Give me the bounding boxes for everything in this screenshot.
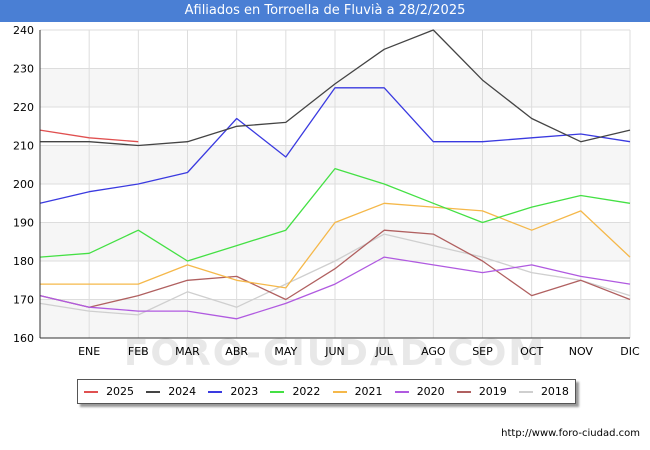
- legend-label: 2025: [106, 385, 135, 398]
- y-tick-label: 180: [13, 255, 34, 268]
- legend-label: 2021: [354, 385, 383, 398]
- legend-swatch: [84, 390, 99, 393]
- legend-label: 2018: [540, 385, 569, 398]
- x-tick-label: AGO: [421, 345, 446, 358]
- legend-swatch: [456, 390, 471, 393]
- legend-label: 2020: [416, 385, 445, 398]
- y-tick-label: 190: [13, 217, 34, 230]
- x-tick-label: ABR: [225, 345, 248, 358]
- x-tick-label: MAR: [175, 345, 200, 358]
- series-line-2022: [39, 167, 631, 262]
- legend-swatch: [332, 390, 347, 393]
- legend-item-2021: 2021: [332, 385, 383, 398]
- series-line-2020: [39, 256, 631, 320]
- y-tick-label: 170: [13, 294, 34, 307]
- legend-item-2025: 2025: [84, 385, 134, 398]
- series-line-2025: [39, 129, 139, 143]
- x-tick-label: ENE: [78, 345, 100, 358]
- legend: 2025 2024 2023 2022 2021 2020 2019 2018: [77, 379, 576, 404]
- x-tick-label: OCT: [520, 345, 543, 358]
- legend-label: 2024: [168, 385, 197, 398]
- legend-item-2023: 2023: [208, 385, 258, 398]
- source-url[interactable]: http://www.foro-ciudad.com: [501, 428, 640, 439]
- x-tick-label: DIC: [620, 345, 640, 358]
- legend-item-2020: 2020: [394, 385, 445, 398]
- x-tick-label: NOV: [569, 345, 594, 358]
- series-lines: [39, 29, 631, 320]
- legend-label: 2023: [230, 385, 259, 398]
- x-tick-label: SEP: [472, 345, 493, 358]
- x-tick-labels: ENE FEB MAR ABR MAY JUN JUL AGO SEP OCT NOV DIC: [78, 345, 640, 358]
- series-line-2019: [39, 229, 631, 308]
- series-line-2018: [39, 233, 631, 316]
- legend-swatch: [270, 390, 285, 393]
- legend-swatch: [208, 390, 223, 393]
- legend-item-2018: 2018: [518, 385, 569, 398]
- legend-item-2019: 2019: [456, 385, 507, 398]
- y-tick-label: 200: [13, 178, 34, 191]
- legend-swatch: [394, 390, 409, 393]
- series-line-2024: [40, 29, 631, 147]
- y-tick-label: 160: [13, 332, 34, 345]
- y-tick-label: 230: [13, 63, 34, 76]
- y-tick-labels: 160 170 180 190 200 210 220 230 240: [13, 24, 34, 345]
- watermark-text: FORO-CIUDAD.COM: [124, 333, 546, 374]
- y-tick-label: 240: [13, 24, 34, 37]
- x-tick-label: MAY: [274, 345, 297, 358]
- legend-label: 2022: [292, 385, 321, 398]
- legend-item-2024: 2024: [146, 385, 196, 398]
- axes: [39, 30, 630, 339]
- chart-title: Afiliados en Torroella de Fluvià a 28/2/…: [0, 0, 650, 22]
- series-line-2023: [39, 87, 631, 204]
- legend-swatch: [518, 390, 533, 393]
- legend-swatch: [146, 390, 161, 393]
- y-tick-label: 210: [13, 140, 34, 153]
- series-line-2021: [40, 202, 631, 289]
- legend-label: 2019: [478, 385, 507, 398]
- y-tick-label: 220: [13, 101, 34, 114]
- x-tick-label: JUL: [374, 345, 393, 358]
- x-tick-label: FEB: [128, 345, 149, 358]
- legend-item-2022: 2022: [270, 385, 320, 398]
- x-tick-label: JUN: [324, 345, 345, 358]
